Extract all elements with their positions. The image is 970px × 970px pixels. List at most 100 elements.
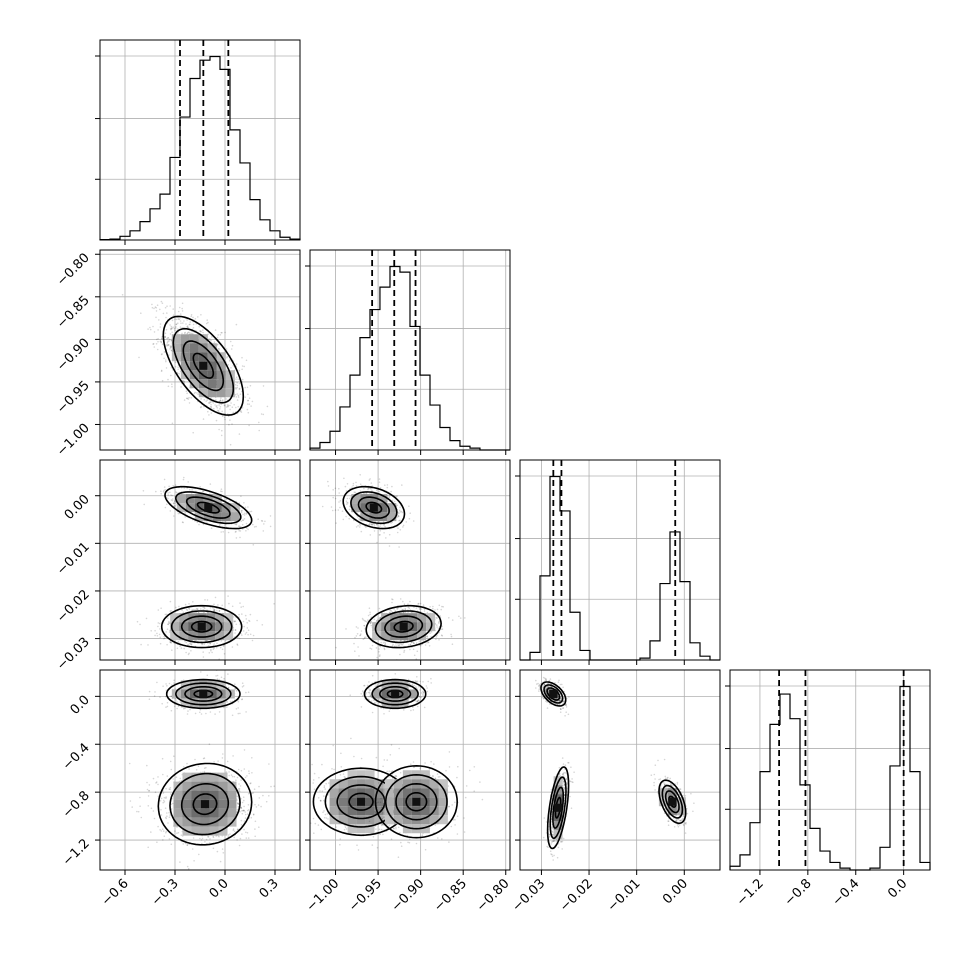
contour-3-1-1-2 <box>324 775 398 828</box>
x-tick-label-2-2: −0.01 <box>605 876 644 915</box>
contours-3-2-2 <box>658 779 687 825</box>
contour-2-1-1-2 <box>374 610 433 644</box>
y-tick-label-1-4: −0.80 <box>54 250 93 289</box>
hist-step-1 <box>309 265 510 451</box>
contour-2-1-1-0 <box>393 620 414 633</box>
contours-3-0-1 <box>157 762 253 846</box>
pair-grid-3-1 <box>310 670 510 870</box>
x-tick-label-0-0: −0.6 <box>99 876 132 909</box>
y-tick-label-3-3: 0.0 <box>68 693 93 718</box>
contour-1-0-0-1 <box>182 340 225 392</box>
density-peak-3-0-1 <box>201 800 209 809</box>
y-tick-label-3-2: −0.4 <box>60 740 93 773</box>
contour-1-0-0-2 <box>172 327 235 404</box>
contours-2-0-1 <box>160 604 243 649</box>
contour-2-0-0-1 <box>185 496 231 519</box>
density-peak-3-0-0 <box>199 689 208 698</box>
contour-2-0-0-3 <box>164 485 253 530</box>
contour-3-2-0-2 <box>543 684 564 704</box>
density-peak-2-0-0 <box>204 503 213 512</box>
density-peak-3-1-0 <box>391 689 400 698</box>
pair-frame-2-1 <box>309 459 511 661</box>
y-tick-label-2-1: −0.02 <box>54 587 93 626</box>
y-tick-label-2-3: 0.00 <box>62 492 93 523</box>
pair-panel-2-1 <box>305 459 511 665</box>
contour-3-2-1-3 <box>546 766 570 850</box>
hist-frame-1 <box>309 249 511 451</box>
density-peak-3-2-0 <box>549 689 558 698</box>
contours-3-1-0 <box>363 678 427 710</box>
hist-step-3 <box>729 685 931 871</box>
contour-3-2-1-0 <box>554 796 562 819</box>
contour-2-1-0-3 <box>342 485 406 530</box>
contours-3-2-0 <box>540 681 567 707</box>
x-tick-label-1-2: −0.90 <box>389 876 428 915</box>
contours-2-1-1 <box>365 604 442 649</box>
x-tick-label-1-4: −0.80 <box>474 876 513 915</box>
contour-1-0-0-3 <box>162 315 245 416</box>
pair-grid-3-2 <box>520 670 720 870</box>
contour-3-2-2-3 <box>658 779 687 825</box>
pair-panel-2-0 <box>95 459 301 665</box>
x-tick-label-0-2: 0.0 <box>207 876 232 901</box>
density-peak-1-0-0 <box>199 361 208 370</box>
contour-3-1-2-2 <box>384 773 448 830</box>
x-tick-label-0-1: −0.3 <box>149 876 182 909</box>
x-tick-label-1-0: −1.00 <box>304 876 343 915</box>
hist-grid-0 <box>100 40 300 240</box>
contour-3-0-0-3 <box>165 678 241 710</box>
contour-2-0-0-2 <box>174 491 242 525</box>
contour-2-1-1-3 <box>365 604 442 649</box>
contour-3-1-1-0 <box>348 792 374 811</box>
contour-2-0-1-0 <box>190 620 213 633</box>
hist-frame-2 <box>519 459 721 661</box>
contour-3-0-0-2 <box>174 682 232 706</box>
density-peak-3-2-1 <box>554 803 563 812</box>
density-peak-3-1-2 <box>412 797 421 806</box>
contour-3-1-2-0 <box>405 792 428 812</box>
y-tick-label-3-1: −0.8 <box>60 788 93 821</box>
x-tick-label-3-0: −1.2 <box>734 876 767 909</box>
x-tick-label-2-0: −0.03 <box>509 876 548 915</box>
pair-panel-3-2 <box>515 669 721 875</box>
contour-3-0-0-0 <box>193 689 214 699</box>
hist-step-2 <box>520 475 720 661</box>
contour-3-0-1-2 <box>169 772 241 836</box>
contour-3-0-1-1 <box>180 783 230 826</box>
x-tick-label-1-1: −0.95 <box>346 876 385 915</box>
contours-3-2-1 <box>546 766 570 850</box>
contour-3-1-2-3 <box>374 764 459 839</box>
x-tick-label-3-3: 0.0 <box>885 876 910 901</box>
pair-panel-1-0 <box>95 249 301 455</box>
contour-3-2-2-1 <box>664 790 680 814</box>
y-tick-label-3-0: −1.2 <box>60 836 93 869</box>
contour-2-1-0-1 <box>357 496 390 519</box>
hist-grid-1 <box>310 250 510 450</box>
contour-3-1-1-1 <box>336 784 386 820</box>
pair-panel-3-0 <box>95 669 301 875</box>
hist-panel-0 <box>95 39 301 245</box>
x-tick-label-0-3: 0.3 <box>257 876 282 901</box>
contour-2-0-0-0 <box>196 501 221 514</box>
pair-frame-3-0 <box>99 669 301 871</box>
contour-3-1-0-1 <box>378 686 412 702</box>
contours-3-1-2 <box>374 764 459 839</box>
contour-3-0-1-0 <box>192 793 218 816</box>
contours-2-1-0 <box>342 485 406 530</box>
y-tick-label-2-2: −0.01 <box>54 540 93 579</box>
contours-2-0-0 <box>164 485 253 530</box>
contour-1-0-0-0 <box>192 352 215 379</box>
hist-panel-3 <box>725 669 931 875</box>
contour-3-1-0-2 <box>371 682 419 706</box>
contour-3-0-0-1 <box>184 686 223 702</box>
y-tick-label-1-1: −0.95 <box>54 378 93 417</box>
pair-frame-2-0 <box>99 459 301 661</box>
x-tick-label-3-1: −0.8 <box>782 876 815 909</box>
hist-step-0 <box>99 55 301 241</box>
pair-frame-3-1 <box>309 669 511 871</box>
contours-1-0-0 <box>162 315 245 416</box>
y-tick-label-1-2: −0.90 <box>54 336 93 375</box>
contour-3-2-1-1 <box>552 786 565 829</box>
contour-3-0-1-3 <box>157 762 253 846</box>
